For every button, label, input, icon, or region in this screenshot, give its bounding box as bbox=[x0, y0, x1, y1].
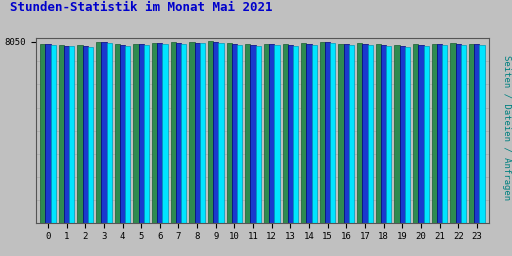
Bar bbox=[51, 45, 56, 223]
Bar bbox=[344, 44, 349, 223]
Bar bbox=[237, 45, 242, 223]
Bar bbox=[349, 45, 354, 223]
Bar bbox=[46, 44, 51, 223]
Bar bbox=[405, 47, 410, 223]
Bar bbox=[451, 43, 456, 223]
Bar bbox=[400, 46, 405, 223]
Bar bbox=[469, 44, 474, 223]
Bar bbox=[264, 44, 269, 223]
Bar bbox=[139, 44, 144, 223]
Bar bbox=[255, 46, 261, 223]
Bar bbox=[189, 42, 195, 223]
Bar bbox=[306, 44, 312, 223]
Bar bbox=[368, 45, 373, 223]
Bar bbox=[442, 45, 447, 223]
Bar bbox=[437, 45, 442, 223]
Bar bbox=[59, 45, 64, 223]
Bar bbox=[125, 46, 131, 223]
Bar bbox=[181, 44, 186, 223]
Bar bbox=[312, 45, 317, 223]
Bar bbox=[381, 45, 386, 223]
Bar bbox=[362, 44, 368, 223]
Bar bbox=[330, 43, 335, 223]
Bar bbox=[77, 45, 82, 223]
Bar bbox=[423, 46, 429, 223]
Bar bbox=[40, 44, 46, 223]
Bar bbox=[208, 41, 213, 223]
Bar bbox=[133, 44, 139, 223]
Bar bbox=[69, 46, 74, 223]
Bar bbox=[232, 44, 237, 223]
Bar bbox=[461, 45, 466, 223]
Bar bbox=[96, 42, 101, 223]
Bar bbox=[120, 45, 125, 223]
Bar bbox=[64, 46, 69, 223]
Bar bbox=[227, 43, 232, 223]
Bar bbox=[157, 44, 162, 223]
Bar bbox=[283, 44, 288, 223]
Bar bbox=[152, 43, 157, 223]
Bar bbox=[245, 44, 250, 223]
Text: Stunden-Statistik im Monat Mai 2021: Stunden-Statistik im Monat Mai 2021 bbox=[10, 1, 273, 14]
Bar bbox=[376, 44, 381, 223]
Bar bbox=[106, 43, 112, 223]
Bar bbox=[394, 45, 400, 223]
Bar bbox=[413, 44, 418, 223]
Bar bbox=[274, 45, 280, 223]
Bar bbox=[219, 43, 224, 223]
Bar bbox=[195, 43, 200, 223]
Bar bbox=[162, 44, 167, 223]
Bar bbox=[301, 43, 306, 223]
Bar bbox=[418, 45, 423, 223]
Bar bbox=[250, 45, 255, 223]
Bar bbox=[320, 42, 325, 223]
Bar bbox=[293, 46, 298, 223]
Bar bbox=[213, 42, 219, 223]
Bar bbox=[115, 45, 120, 223]
Bar bbox=[479, 45, 485, 223]
Bar bbox=[456, 44, 461, 223]
Bar bbox=[170, 42, 176, 223]
Bar bbox=[176, 43, 181, 223]
Text: Seiten / Dateien / Anfragen: Seiten / Dateien / Anfragen bbox=[502, 56, 511, 200]
Bar bbox=[432, 44, 437, 223]
Bar bbox=[101, 42, 106, 223]
Bar bbox=[88, 47, 93, 223]
Bar bbox=[200, 43, 205, 223]
Bar bbox=[269, 44, 274, 223]
Bar bbox=[338, 44, 344, 223]
Bar bbox=[325, 42, 330, 223]
Bar bbox=[82, 46, 88, 223]
Bar bbox=[144, 45, 149, 223]
Bar bbox=[288, 45, 293, 223]
Bar bbox=[474, 45, 479, 223]
Bar bbox=[386, 46, 392, 223]
Bar bbox=[357, 44, 362, 223]
